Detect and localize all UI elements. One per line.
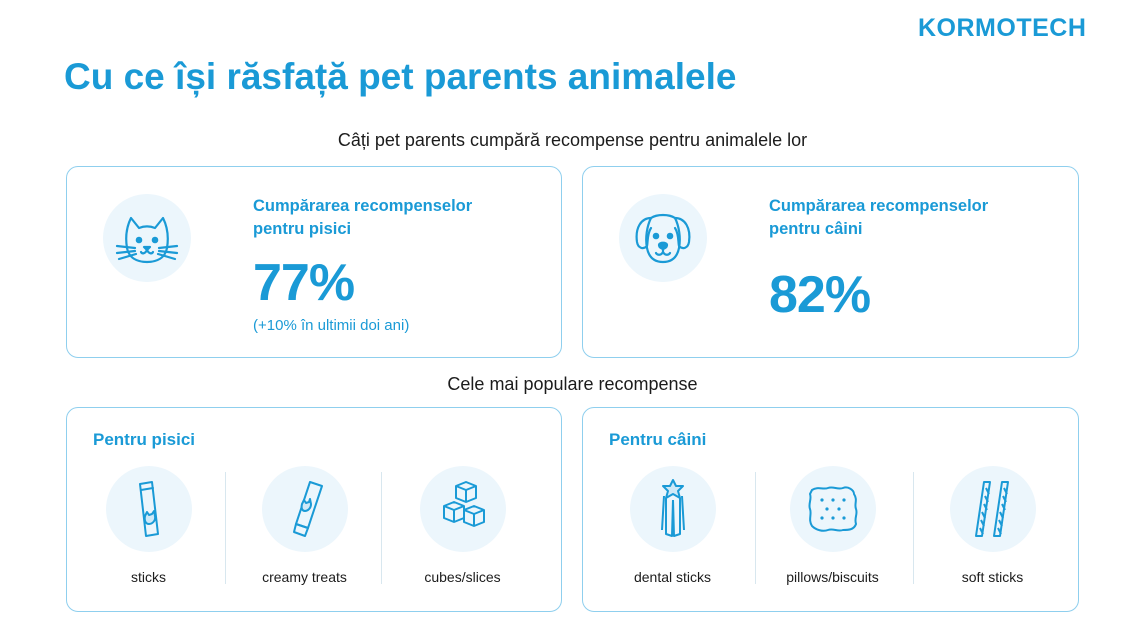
- dog-treats-heading: Pentru câini: [609, 430, 707, 449]
- divider: [755, 472, 756, 584]
- section-heading-popular: Cele mai populare recompense: [447, 374, 698, 394]
- dog-face-icon: [619, 194, 707, 282]
- cat-stick-icon: [106, 466, 192, 552]
- dog-stat-card: Cumpărarea recompenselor pentru câini 82…: [582, 166, 1079, 358]
- divider: [225, 472, 226, 584]
- treat-item: sticks: [71, 462, 226, 602]
- cubes-icon: [420, 466, 506, 552]
- treat-item: cubes/slices: [385, 462, 540, 602]
- cat-treats-card: Pentru pisici sticks creamy treats: [66, 407, 562, 612]
- cat-stat-card: Cumpărarea recompenselor pentru pisici 7…: [66, 166, 562, 358]
- cat-stat-value: 77%: [253, 254, 355, 312]
- dog-stat-value: 82%: [769, 266, 871, 324]
- treat-label: creamy treats: [262, 569, 347, 585]
- treat-label: soft sticks: [961, 569, 1024, 585]
- section-heading-buyers: Câți pet parents cumpără recompense pent…: [337, 130, 808, 150]
- treat-item: pillows/biscuits: [755, 462, 910, 602]
- divider: [913, 472, 914, 584]
- treat-item: dental sticks: [595, 462, 750, 602]
- dog-stat-label: Cumpărarea recompenselor pentru câini: [769, 197, 989, 238]
- cat-stat-label: Cumpărarea recompenselor pentru pisici: [253, 197, 473, 238]
- page-title: Cu ce își răsfață pet parents animalele: [64, 56, 737, 97]
- dental-stick-icon: [630, 466, 716, 552]
- cat-treats-heading: Pentru pisici: [93, 430, 196, 449]
- brand-logo: KORMOTECH: [918, 14, 1087, 42]
- treat-label: dental sticks: [633, 569, 712, 585]
- treat-label: pillows/biscuits: [786, 569, 879, 585]
- soft-stick-icon: [950, 466, 1036, 552]
- cream-tube-icon: [262, 466, 348, 552]
- divider: [381, 472, 382, 584]
- treat-item: creamy treats: [227, 462, 382, 602]
- biscuit-icon: [790, 466, 876, 552]
- treat-label: sticks: [131, 569, 166, 585]
- treat-item: soft sticks: [915, 462, 1070, 602]
- cat-stat-note: (+10% în ultimii doi ani): [253, 317, 410, 334]
- cat-face-icon: [103, 194, 191, 282]
- dog-treats-card: Pentru câini dental sticks pillows/biscu…: [582, 407, 1079, 612]
- treat-label: cubes/slices: [424, 569, 501, 585]
